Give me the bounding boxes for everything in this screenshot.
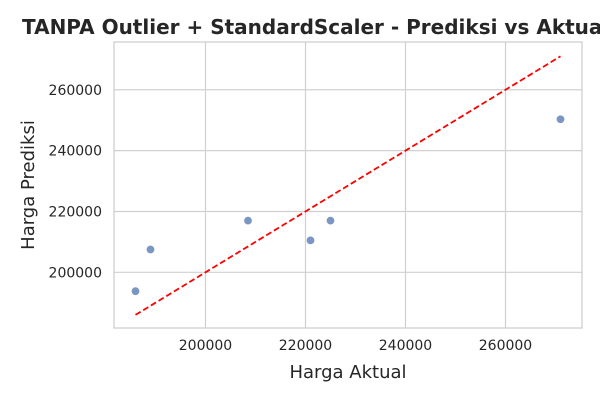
data-points [131,114,565,296]
x-axis-label: Harga Aktual [289,362,406,383]
data-point [555,114,565,124]
y-tick-label: 220000 [49,204,102,220]
y-tick-label: 240000 [49,144,102,160]
data-point [146,245,156,255]
x-tick-label: 260000 [479,338,532,354]
y-tick-labels: 200000 220000 240000 260000 [49,83,102,282]
y-tick-label: 260000 [49,83,102,99]
x-tick-label: 240000 [379,338,432,354]
x-tick-label: 220000 [279,338,332,354]
y-axis-label: Harga Prediksi [18,120,39,250]
plot-frame [113,41,583,329]
data-point [243,216,253,226]
data-point [305,235,315,245]
data-point [325,216,335,226]
reference-line [135,55,561,316]
chart-title: TANPA Outlier + StandardScaler - Prediks… [22,15,600,39]
data-point [131,286,141,296]
x-tick-label: 200000 [179,338,232,354]
x-tick-labels: 200000 220000 240000 260000 [179,338,532,354]
y-tick-label: 200000 [49,265,102,281]
